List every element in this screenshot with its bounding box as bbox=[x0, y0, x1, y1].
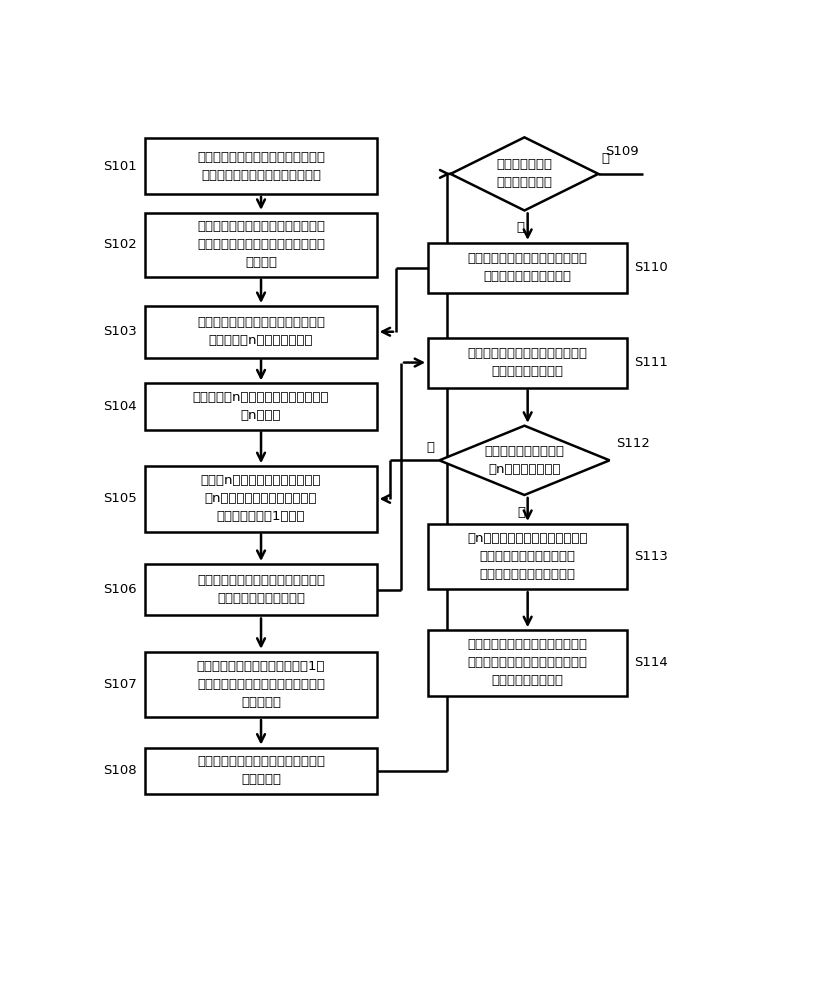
Bar bbox=[145, 652, 376, 717]
Text: S103: S103 bbox=[104, 325, 137, 338]
Text: S105: S105 bbox=[104, 492, 137, 505]
Text: 是: 是 bbox=[601, 152, 609, 165]
Text: 根据纵波速度、横波速度和密度的初
始模型确定纵波反射系数: 根据纵波速度、横波速度和密度的初 始模型确定纵波反射系数 bbox=[197, 574, 325, 605]
Text: 是: 是 bbox=[517, 506, 525, 519]
Text: 当前叠加地震道集是否
为n个中的最后一个: 当前叠加地震道集是否 为n个中的最后一个 bbox=[484, 445, 564, 476]
Text: 确定所述的合成地震道集与叠加地震
道集的误差: 确定所述的合成地震道集与叠加地震 道集的误差 bbox=[197, 755, 325, 786]
Text: S113: S113 bbox=[633, 550, 667, 563]
Bar bbox=[427, 524, 627, 589]
Text: S109: S109 bbox=[604, 145, 638, 158]
Bar bbox=[145, 306, 376, 358]
Text: S106: S106 bbox=[104, 583, 137, 596]
Text: S101: S101 bbox=[104, 160, 137, 173]
Bar bbox=[145, 748, 376, 794]
Bar bbox=[145, 138, 376, 194]
Bar bbox=[427, 243, 627, 293]
Text: 根据先验地质层位以及所述的测井数
据生成纵波速度、横波速度和密度的
初始模型: 根据先验地质层位以及所述的测井数 据生成纵波速度、横波速度和密度的 初始模型 bbox=[197, 220, 325, 269]
Text: 根据所述的n个叠加地震道集提取对应
的n个子波: 根据所述的n个叠加地震道集提取对应 的n个子波 bbox=[193, 391, 329, 422]
Text: S112: S112 bbox=[615, 437, 649, 450]
Bar bbox=[427, 338, 627, 388]
Text: 否: 否 bbox=[426, 441, 434, 454]
Text: 逐次从n个叠加地震道集及其对应
的n个子波中提取一个叠加地震
道集及其对应的1个子波: 逐次从n个叠加地震道集及其对应 的n个子波中提取一个叠加地震 道集及其对应的1个… bbox=[200, 474, 321, 523]
Text: 将所述的叠前地震角道集数据叠加成
不同角度的n个叠加地震道集: 将所述的叠前地震角道集数据叠加成 不同角度的n个叠加地震道集 bbox=[197, 316, 325, 347]
Bar bbox=[145, 466, 376, 532]
Polygon shape bbox=[450, 137, 598, 210]
Text: 收集地震工区内的叠前地震角道集数
据以及地震工区内相应的测井数据: 收集地震工区内的叠前地震角道集数 据以及地震工区内相应的测井数据 bbox=[197, 151, 325, 182]
Bar bbox=[145, 213, 376, 277]
Bar bbox=[145, 564, 376, 615]
Text: S114: S114 bbox=[633, 656, 667, 669]
Text: S107: S107 bbox=[104, 678, 137, 691]
Text: S102: S102 bbox=[104, 238, 137, 251]
Text: S110: S110 bbox=[633, 261, 667, 274]
Text: 根据所述的误差修改纵波速度、横
波速度和密度的初始模型: 根据所述的误差修改纵波速度、横 波速度和密度的初始模型 bbox=[467, 252, 587, 283]
Bar bbox=[145, 383, 376, 430]
Text: 将所述的纵波反射系数与提取的1个
叠加地震道集对应的子波褶积得到合
成地震道集: 将所述的纵波反射系数与提取的1个 叠加地震道集对应的子波褶积得到合 成地震道集 bbox=[196, 660, 325, 709]
Text: 所述的误差是否
小于预定的阈值: 所述的误差是否 小于预定的阈值 bbox=[496, 158, 551, 189]
Text: 对n个优化的纵波速度、横波速度
和密度求均值得到最优化的
纵波速度、横波速度和密度: 对n个优化的纵波速度、横波速度 和密度求均值得到最优化的 纵波速度、横波速度和密… bbox=[467, 532, 587, 581]
Polygon shape bbox=[439, 426, 609, 495]
Text: S111: S111 bbox=[633, 356, 667, 369]
Text: S108: S108 bbox=[104, 764, 137, 777]
Text: S104: S104 bbox=[104, 400, 137, 413]
Text: 对所述最优化的纵波速度、横波速
度和密度进行综合解释，生成当前
区域的储层预测结果: 对所述最优化的纵波速度、横波速 度和密度进行综合解释，生成当前 区域的储层预测结… bbox=[467, 638, 587, 687]
Bar bbox=[427, 630, 627, 696]
Text: 否: 否 bbox=[515, 221, 523, 234]
Text: 根据所述的误差确定优化的纵波速
度、横波速度和密度: 根据所述的误差确定优化的纵波速 度、横波速度和密度 bbox=[467, 347, 587, 378]
